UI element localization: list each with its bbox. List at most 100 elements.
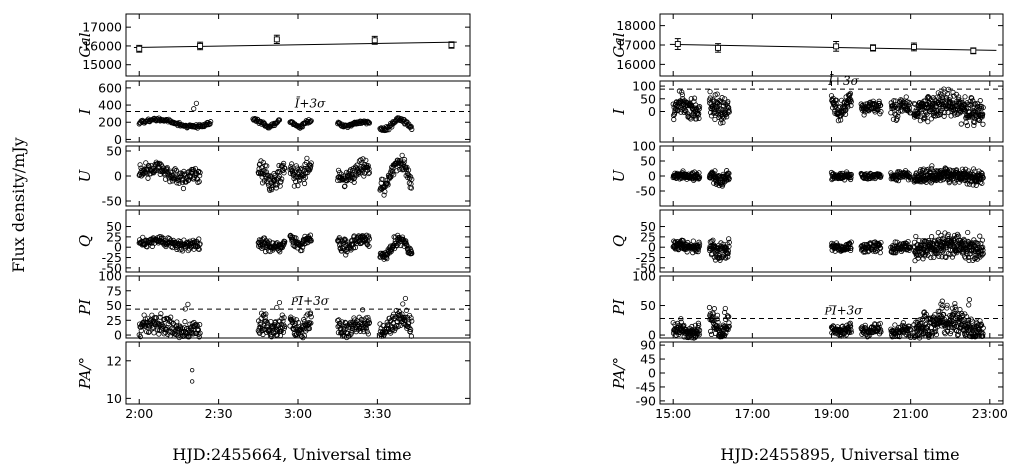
data-point [980, 121, 986, 127]
data-point [711, 306, 717, 312]
y-tick-label: 16000 [82, 38, 122, 53]
panel-label: Q [610, 235, 628, 247]
data-segment [335, 118, 373, 131]
data-point [207, 121, 213, 127]
data-point [282, 165, 288, 171]
data-point [153, 315, 159, 321]
y-tick-label: 0 [114, 169, 122, 184]
data-point [276, 117, 283, 123]
y-tick-label: -45 [636, 379, 656, 394]
data-segment [377, 115, 415, 134]
data-point [929, 163, 935, 169]
y-tick-label: 50 [106, 298, 122, 313]
panel-label: U [76, 168, 94, 182]
data-point [929, 234, 935, 240]
data-point [385, 182, 391, 188]
data-point [336, 235, 342, 241]
data-point [281, 160, 287, 166]
data-segment [828, 90, 854, 124]
y-tick-label: 400 [98, 98, 122, 113]
data-segment [888, 320, 914, 341]
data-point [406, 172, 412, 179]
y-tick-label: 100 [632, 269, 656, 284]
data-point [407, 174, 414, 180]
data-segment [136, 301, 203, 341]
data-segment [706, 168, 732, 189]
data-segment [706, 236, 732, 263]
data-point [308, 238, 314, 244]
data-point [337, 242, 343, 248]
panel-label: U [610, 168, 628, 182]
data-point [297, 176, 303, 182]
data-point [185, 247, 191, 254]
data-point [151, 330, 157, 336]
data-point [366, 170, 373, 176]
data-segment [828, 169, 854, 183]
data-point [141, 166, 148, 172]
x-tick-label: 15:00 [655, 406, 691, 421]
panel-label: Cal [610, 32, 628, 57]
x-tick-label: 2:00 [125, 406, 153, 421]
cal-point [970, 47, 977, 54]
left-chart: 150001600017000Cal0200400600IĪ+3σ-50050U… [76, 13, 471, 464]
data-point [409, 176, 415, 182]
data-point [189, 367, 195, 373]
x-tick-label: 21:00 [893, 406, 929, 421]
data-point [158, 311, 164, 317]
data-point [405, 167, 412, 173]
data-point [279, 176, 285, 182]
x-axis-label: HJD:2455895, Universal time [720, 445, 959, 464]
y-tick-label: -90 [636, 393, 656, 408]
data-point [264, 163, 270, 169]
cal-point [197, 42, 204, 49]
data-point [350, 245, 356, 251]
data-point [179, 248, 186, 254]
data-point [299, 247, 305, 254]
y-tick-label: 25 [106, 229, 122, 244]
data-point [293, 163, 299, 169]
data-segment [377, 295, 415, 339]
data-point [168, 314, 174, 320]
x-tick-label: 17:00 [734, 406, 770, 421]
x-tick-label: 23:00 [972, 406, 1008, 421]
data-point [341, 236, 348, 242]
data-segment [858, 239, 884, 256]
data-point [308, 118, 314, 125]
data-point [707, 89, 713, 95]
cal-point [371, 37, 378, 44]
data-point [176, 180, 182, 186]
data-point [364, 242, 371, 248]
y-tick-label: 50 [106, 144, 122, 159]
y-tick-label: 15000 [82, 57, 122, 72]
y-tick-label: 17000 [82, 20, 122, 35]
panel-frame [659, 341, 1004, 405]
data-segment [335, 232, 373, 258]
data-point [360, 307, 366, 313]
y-tick-label: 0 [114, 132, 122, 147]
y-tick-label: 50 [640, 298, 656, 313]
y-tick-label: 100 [632, 139, 656, 154]
data-point [292, 178, 299, 184]
data-point [189, 379, 195, 384]
data-point [196, 236, 202, 242]
data-point [196, 179, 202, 185]
data-segment [335, 307, 373, 341]
data-point [903, 94, 909, 100]
data-point [382, 189, 388, 195]
threshold-label: P͞I+3σ [290, 294, 330, 308]
data-point [365, 163, 371, 169]
data-point [304, 155, 310, 161]
data-point [282, 238, 288, 245]
data-point [194, 240, 200, 246]
data-point [197, 173, 203, 179]
y-tick-label: 0 [114, 240, 122, 255]
data-point [408, 248, 414, 255]
data-point [401, 157, 408, 163]
data-point [197, 169, 203, 176]
data-segment [858, 98, 884, 118]
data-point [361, 173, 367, 179]
panel-label: I [76, 107, 94, 115]
data-segment [136, 234, 203, 254]
data-point [979, 180, 985, 186]
